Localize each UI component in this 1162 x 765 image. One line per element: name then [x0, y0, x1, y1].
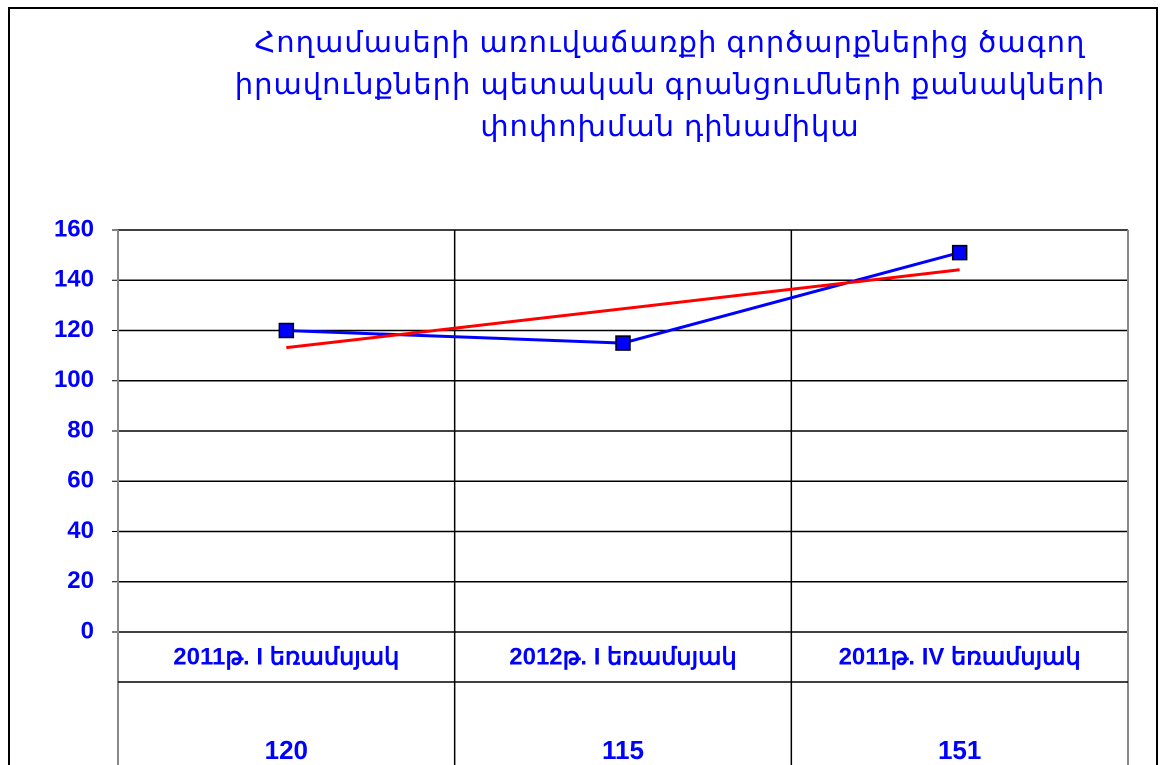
- table-value: 151: [938, 735, 981, 765]
- frame: [8, 7, 1158, 765]
- y-tick-label: 0: [81, 617, 94, 644]
- y-tick-label: 100: [54, 366, 94, 393]
- table-value: 115: [602, 735, 644, 765]
- x-tick-label: 2012թ. I եռամսյակ: [509, 643, 736, 670]
- marker: [951, 244, 968, 261]
- y-tick-label: 80: [67, 416, 94, 443]
- x-tick-label: 2011թ. IV եռամսյակ: [839, 643, 1081, 670]
- y-tick-label: 60: [67, 467, 94, 494]
- y-tick-label: 20: [67, 567, 94, 594]
- marker: [615, 335, 631, 351]
- y-tick-label: 40: [67, 517, 94, 544]
- marker: [278, 322, 295, 339]
- y-tick-label: 140: [54, 266, 94, 293]
- trendline: [286, 268, 960, 350]
- y-tick-label: 120: [54, 316, 94, 343]
- chart-title: Հողամասերի առուվաճառքի գործարքներից ծագո…: [234, 27, 1106, 143]
- x-tick-label: 2011թ. I եռամսյակ: [173, 643, 399, 670]
- table-value: 120: [265, 735, 308, 765]
- line: [286, 251, 961, 345]
- y-tick-label: 160: [54, 215, 94, 242]
